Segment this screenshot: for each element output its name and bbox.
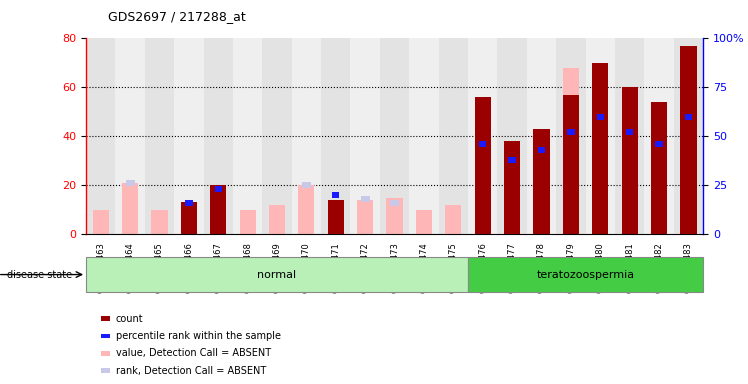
Bar (562, 95, 579, 234)
Bar (115, 38, 145, 234)
Bar (269, 205, 285, 234)
Bar (497, 38, 527, 234)
Bar (239, 210, 256, 234)
Bar (674, 38, 703, 234)
Bar (321, 38, 351, 234)
Bar (445, 205, 462, 234)
Bar (298, 185, 314, 234)
Bar (475, 97, 491, 234)
Bar (302, 182, 311, 188)
Bar (416, 210, 432, 234)
Bar (567, 129, 574, 136)
Bar (203, 38, 233, 234)
Bar (86, 257, 468, 292)
Bar (233, 38, 263, 234)
Bar (468, 257, 703, 292)
Bar (644, 38, 674, 234)
Bar (479, 141, 486, 147)
Bar (438, 38, 468, 234)
Bar (332, 192, 340, 198)
Bar (390, 200, 399, 206)
Bar (509, 157, 516, 163)
Bar (263, 38, 292, 234)
Bar (592, 63, 608, 234)
Text: GDS2697 / 217288_at: GDS2697 / 217288_at (108, 10, 246, 23)
Bar (622, 88, 638, 234)
Bar (468, 38, 497, 234)
Bar (527, 38, 557, 234)
Bar (292, 38, 321, 234)
Bar (351, 38, 380, 234)
Bar (651, 102, 667, 234)
Bar (615, 38, 644, 234)
Text: percentile rank within the sample: percentile rank within the sample (116, 331, 281, 341)
Bar (181, 202, 197, 234)
Bar (380, 38, 409, 234)
Bar (533, 129, 550, 234)
Bar (210, 185, 227, 234)
Bar (93, 210, 108, 234)
Text: rank, Detection Call = ABSENT: rank, Detection Call = ABSENT (116, 366, 266, 376)
Bar (387, 197, 402, 234)
Bar (586, 38, 615, 234)
Bar (361, 196, 370, 202)
Bar (562, 68, 579, 234)
Bar (557, 38, 586, 234)
Bar (622, 88, 638, 234)
Bar (409, 38, 438, 234)
Bar (655, 141, 663, 147)
Bar (504, 141, 520, 234)
Bar (597, 114, 604, 120)
Text: disease state: disease state (7, 270, 73, 280)
Bar (538, 147, 545, 153)
Bar (684, 114, 692, 120)
Bar (186, 200, 192, 206)
Bar (566, 124, 575, 129)
Text: value, Detection Call = ABSENT: value, Detection Call = ABSENT (116, 348, 271, 358)
Bar (151, 210, 168, 234)
Bar (126, 180, 135, 186)
Bar (86, 38, 115, 234)
Bar (174, 38, 203, 234)
Bar (328, 200, 344, 234)
Bar (122, 183, 138, 234)
Bar (681, 46, 696, 234)
Bar (626, 129, 634, 136)
Text: count: count (116, 314, 144, 324)
Text: normal: normal (257, 270, 297, 280)
Bar (625, 127, 634, 134)
Bar (357, 200, 373, 234)
Bar (145, 38, 174, 234)
Text: teratozoospermia: teratozoospermia (536, 270, 634, 280)
Bar (215, 186, 222, 192)
